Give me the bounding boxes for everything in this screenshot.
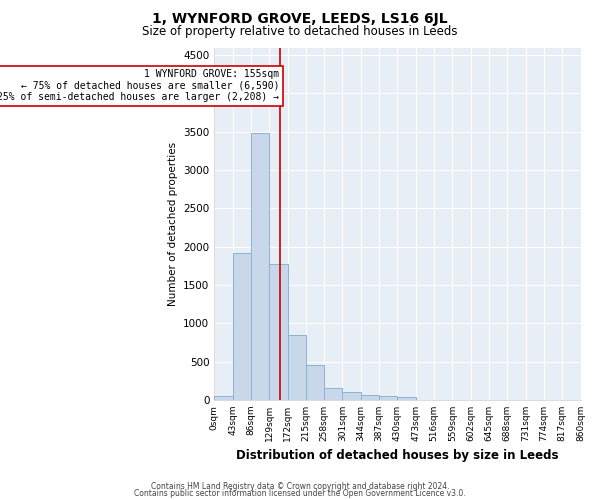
Text: Contains public sector information licensed under the Open Government Licence v3: Contains public sector information licen… bbox=[134, 490, 466, 498]
Y-axis label: Number of detached properties: Number of detached properties bbox=[167, 142, 178, 306]
Bar bbox=[214, 396, 233, 400]
Bar bbox=[269, 264, 287, 400]
Text: 1, WYNFORD GROVE, LEEDS, LS16 6JL: 1, WYNFORD GROVE, LEEDS, LS16 6JL bbox=[152, 12, 448, 26]
Bar bbox=[287, 335, 306, 400]
Bar bbox=[397, 397, 416, 400]
Bar bbox=[343, 392, 361, 400]
Text: Size of property relative to detached houses in Leeds: Size of property relative to detached ho… bbox=[142, 25, 458, 38]
Bar bbox=[361, 394, 379, 400]
X-axis label: Distribution of detached houses by size in Leeds: Distribution of detached houses by size … bbox=[236, 450, 559, 462]
Bar bbox=[251, 132, 269, 400]
Bar bbox=[233, 253, 251, 400]
Bar bbox=[379, 396, 397, 400]
Text: 1 WYNFORD GROVE: 155sqm
← 75% of detached houses are smaller (6,590)
25% of semi: 1 WYNFORD GROVE: 155sqm ← 75% of detache… bbox=[0, 69, 280, 102]
Text: Contains HM Land Registry data © Crown copyright and database right 2024.: Contains HM Land Registry data © Crown c… bbox=[151, 482, 449, 491]
Bar bbox=[324, 388, 343, 400]
Bar bbox=[306, 366, 324, 400]
